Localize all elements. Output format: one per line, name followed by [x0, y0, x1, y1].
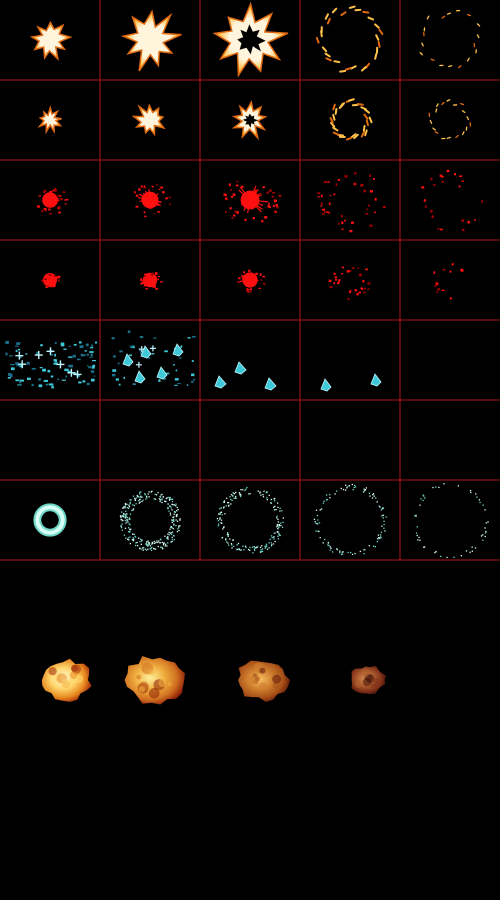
ice-shatter-frame-4 — [320, 373, 382, 392]
explosion-small-frame-5 — [428, 99, 472, 140]
fire-cloud-frame-1 — [41, 658, 92, 702]
shockwave-ring-frame-5 — [414, 483, 489, 559]
blood-splatter-large-frame-2 — [133, 183, 172, 218]
explosion-large-frame-4 — [315, 5, 384, 73]
explosion-large-frame-1 — [29, 20, 73, 61]
shockwave-ring-frame-4 — [313, 483, 387, 556]
shockwave-ring-frame-3 — [216, 486, 284, 554]
explosion-small-frame-4 — [329, 98, 373, 141]
ice-shatter-frame-2 — [111, 330, 196, 386]
blood-splatter-large-frame-4 — [317, 172, 386, 233]
blood-splatter-small-frame-1 — [41, 273, 61, 289]
explosion-large-frame-2 — [120, 9, 182, 72]
explosion-small-frame-3 — [231, 100, 268, 141]
shockwave-ring-frame-2 — [119, 490, 181, 552]
fire-cloud-frame-4 — [351, 666, 387, 695]
blood-splatter-large-frame-5 — [421, 169, 484, 232]
sprite-grid — [0, 0, 500, 561]
fire-cloud-frame-2 — [124, 656, 185, 705]
blood-splatter-small-frame-4 — [328, 266, 371, 301]
ice-shatter-frame-3 — [214, 361, 277, 391]
explosion-large-frame-3 — [212, 1, 289, 78]
ice-shatter-frame-1 — [5, 340, 98, 389]
explosion-small-frame-2 — [131, 103, 166, 137]
shockwave-ring-frame-1 — [33, 503, 67, 537]
blood-splatter-small-frame-5 — [433, 263, 464, 300]
blood-splatter-large-frame-1 — [36, 187, 69, 215]
fire-cloud-frame-3 — [238, 660, 290, 702]
blood-splatter-large-frame-3 — [223, 180, 282, 223]
blood-splatter-small-frame-2 — [140, 272, 163, 290]
blood-splatter-small-frame-3 — [237, 269, 266, 293]
explosion-large-frame-5 — [419, 9, 481, 69]
explosion-small-frame-1 — [37, 105, 63, 135]
